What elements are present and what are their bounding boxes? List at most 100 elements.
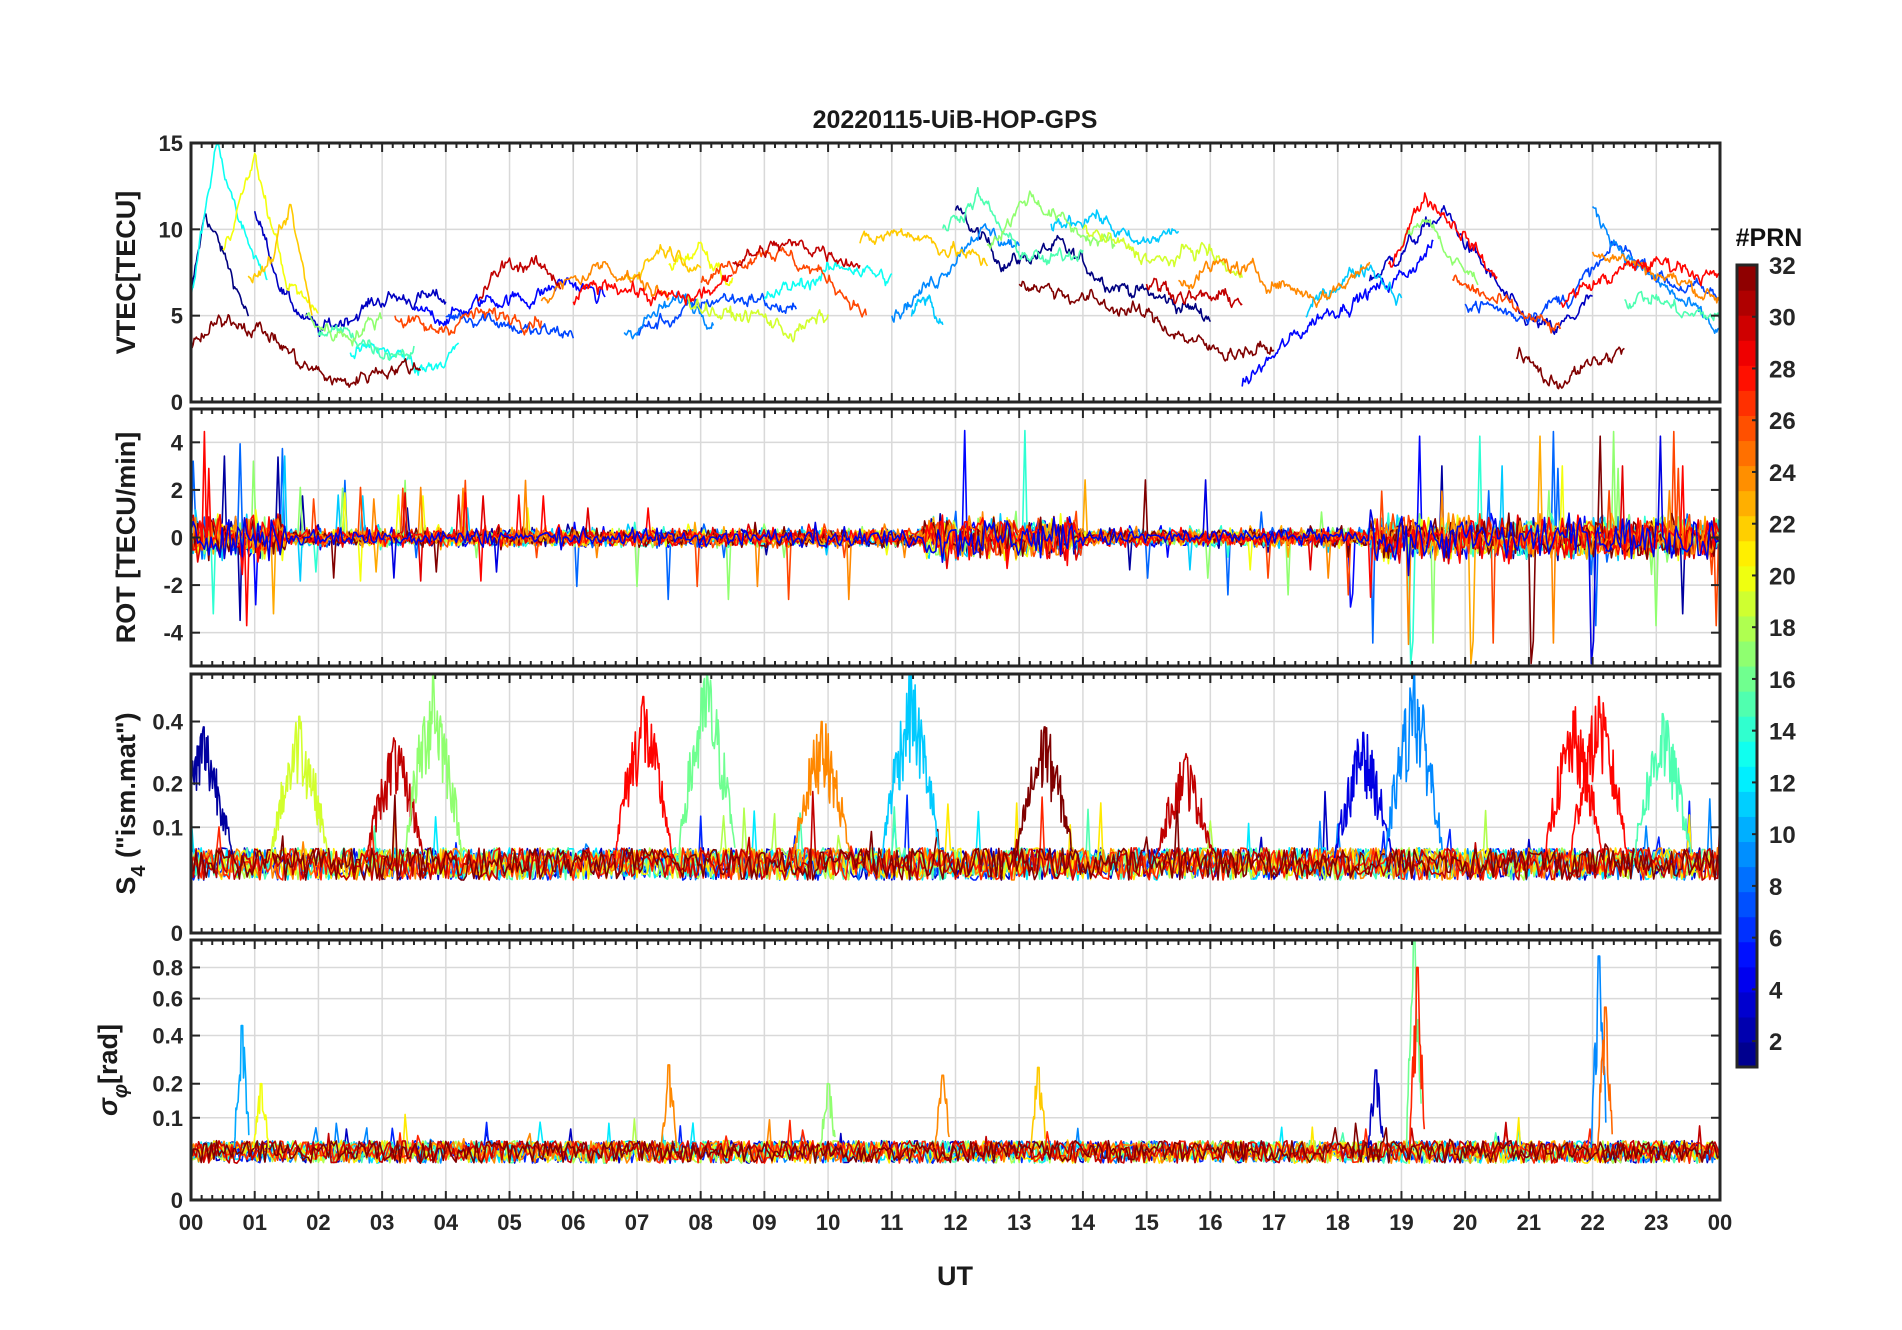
colorbar-band: [1737, 791, 1757, 817]
x-tick-label: 06: [561, 1210, 585, 1235]
sigma_phi-peak-prn-25: [1596, 1006, 1613, 1149]
y-axis-label-rot: ROT [TECU/min]: [111, 432, 141, 643]
ticks-sigma_phi: [190, 940, 1721, 1201]
traces-s4: [191, 674, 1720, 881]
vtec-trace-prn-24: [1591, 251, 1720, 304]
vtec-trace-prn-1: [191, 213, 250, 317]
vtec-trace-prn-30: [477, 254, 562, 302]
traces-rot: [191, 429, 1720, 665]
vtec-trace-prn-17: [986, 190, 1116, 250]
y-tick-label: 0: [171, 921, 183, 946]
colorbar-band: [1737, 440, 1757, 467]
colorbar-band: [1737, 841, 1757, 868]
vtec-trace-prn-24: [540, 260, 670, 304]
sigma_phi-peak-prn-3: [1367, 1069, 1384, 1149]
x-tick-label: 11: [880, 1210, 903, 1235]
s4-peak-prn-30: [1155, 752, 1214, 859]
y-axis-label-sub: φ: [110, 1084, 132, 1098]
y-tick-label: 0.6: [152, 987, 183, 1012]
x-tick-label: 12: [943, 1210, 967, 1235]
chart-title: 20220115-UiB-HOP-GPS: [813, 106, 1098, 134]
ticks-s4: [190, 674, 1721, 934]
y-axis-label-s4: S4 ("ism.mat"): [111, 712, 150, 894]
vtec-trace-prn-9: [623, 291, 715, 340]
colorbar-band: [1737, 315, 1757, 341]
x-tick-label: 18: [1326, 1210, 1350, 1235]
colorbar-band: [1737, 265, 1757, 291]
s4-peak-prn-19: [269, 715, 328, 859]
vtec-trace-prn-26: [394, 307, 543, 336]
vtec-trace-prn-5: [413, 277, 606, 327]
vtec-trace-prn-32: [1515, 346, 1625, 390]
x-tick-label: 13: [1007, 1210, 1031, 1235]
s4-peak-prn-30: [365, 737, 424, 859]
colorbar-band: [1737, 666, 1757, 692]
vtec-trace-prn-24: [1178, 257, 1371, 309]
rot-trace-prn-4: [191, 435, 1719, 665]
y-tick-label: 0: [171, 1188, 183, 1213]
vtec-trace-prn-20: [222, 152, 319, 314]
colorbar-band: [1737, 415, 1757, 442]
s4-peak-prn-32: [1015, 726, 1074, 859]
colorbar-band: [1737, 866, 1757, 893]
vtec-trace-prn-1: [954, 205, 1212, 323]
colorbar-band: [1737, 766, 1757, 792]
x-tick-label: 15: [1134, 1210, 1158, 1235]
s4-peak-prn-2: [191, 726, 233, 855]
x-tick-label: 04: [434, 1210, 459, 1235]
s4-peak-prn-16: [677, 674, 736, 859]
s4-peak-prn-9: [1384, 674, 1443, 859]
vtec-trace-prn-19: [687, 294, 829, 343]
s4-peak-prn-28: [1544, 705, 1603, 859]
s4-baseline-prn-32: [191, 794, 1720, 881]
colorbar-tick-label: 32: [1769, 253, 1796, 280]
x-tick-label: 10: [816, 1210, 840, 1235]
colorbar-tick-label: 24: [1769, 460, 1796, 487]
grid-s4: [191, 674, 1720, 933]
vtec-trace-prn-5: [1241, 239, 1434, 387]
y-tick-label: -2: [163, 573, 183, 598]
y-axis-label-tail: [rad]: [93, 1024, 123, 1084]
x-tick-label: 22: [1580, 1210, 1604, 1235]
s4-peak-prn-11: [881, 674, 940, 859]
sigma_phi-peak-prn-27: [1408, 966, 1426, 1149]
vtec-trace-prn-7: [445, 311, 575, 339]
sigma_phi-peak-prn-16: [1405, 940, 1422, 1149]
vtec-trace-prn-28: [1560, 256, 1720, 308]
colorbar-band: [1737, 540, 1757, 567]
colorbar-tick-label: 22: [1769, 512, 1796, 539]
y-axis-label-tail: ("ism.mat"): [111, 712, 141, 865]
sigma_phi-peak-prn-17: [819, 1082, 836, 1149]
y-tick-label: 0.4: [152, 1024, 183, 1049]
x-tick-label: 07: [625, 1210, 649, 1235]
colorbar-band: [1737, 515, 1757, 542]
sigma_phi-peak-prn-24: [660, 1064, 678, 1149]
x-tick-label: 05: [497, 1210, 521, 1235]
x-tick-label: 09: [752, 1210, 776, 1235]
y-axis-label-main: S: [111, 877, 141, 895]
vtec-trace-prn-3: [253, 211, 447, 338]
vtec-trace-prn-28: [1387, 192, 1498, 280]
colorbar-tick-label: 30: [1769, 305, 1796, 332]
colorbar-band: [1737, 941, 1757, 968]
vtec-trace-prn-26: [700, 246, 868, 318]
sigma_phi-peak-prn-24: [934, 1074, 951, 1149]
panel-rot: -4 -2 0 2 4 ROT [TECU/min]: [111, 407, 1722, 668]
colorbar-tick-label: 2: [1769, 1029, 1782, 1056]
y-axis-label-vtec: VTEC[TECU]: [111, 191, 141, 355]
sigma_phi-peak-prn-20: [252, 1082, 270, 1149]
s4-peak-prn-15: [1633, 712, 1692, 859]
y-tick-label: 0: [171, 526, 183, 551]
y-tick-label: 0.8: [152, 955, 183, 980]
colorbar-band: [1737, 390, 1757, 416]
vtec-trace-prn-32: [1018, 280, 1275, 362]
vtec-trace-prn-17: [1401, 218, 1479, 286]
sigma_phi-peak-prn-10: [233, 1024, 250, 1149]
colorbar-band: [1737, 1041, 1757, 1068]
y-tick-label: 2: [171, 478, 183, 503]
colorbar-band: [1737, 1016, 1757, 1043]
colorbar-band: [1737, 490, 1757, 517]
vtec-trace-prn-15: [1624, 290, 1720, 322]
colorbar-tick-label: 26: [1769, 408, 1796, 435]
